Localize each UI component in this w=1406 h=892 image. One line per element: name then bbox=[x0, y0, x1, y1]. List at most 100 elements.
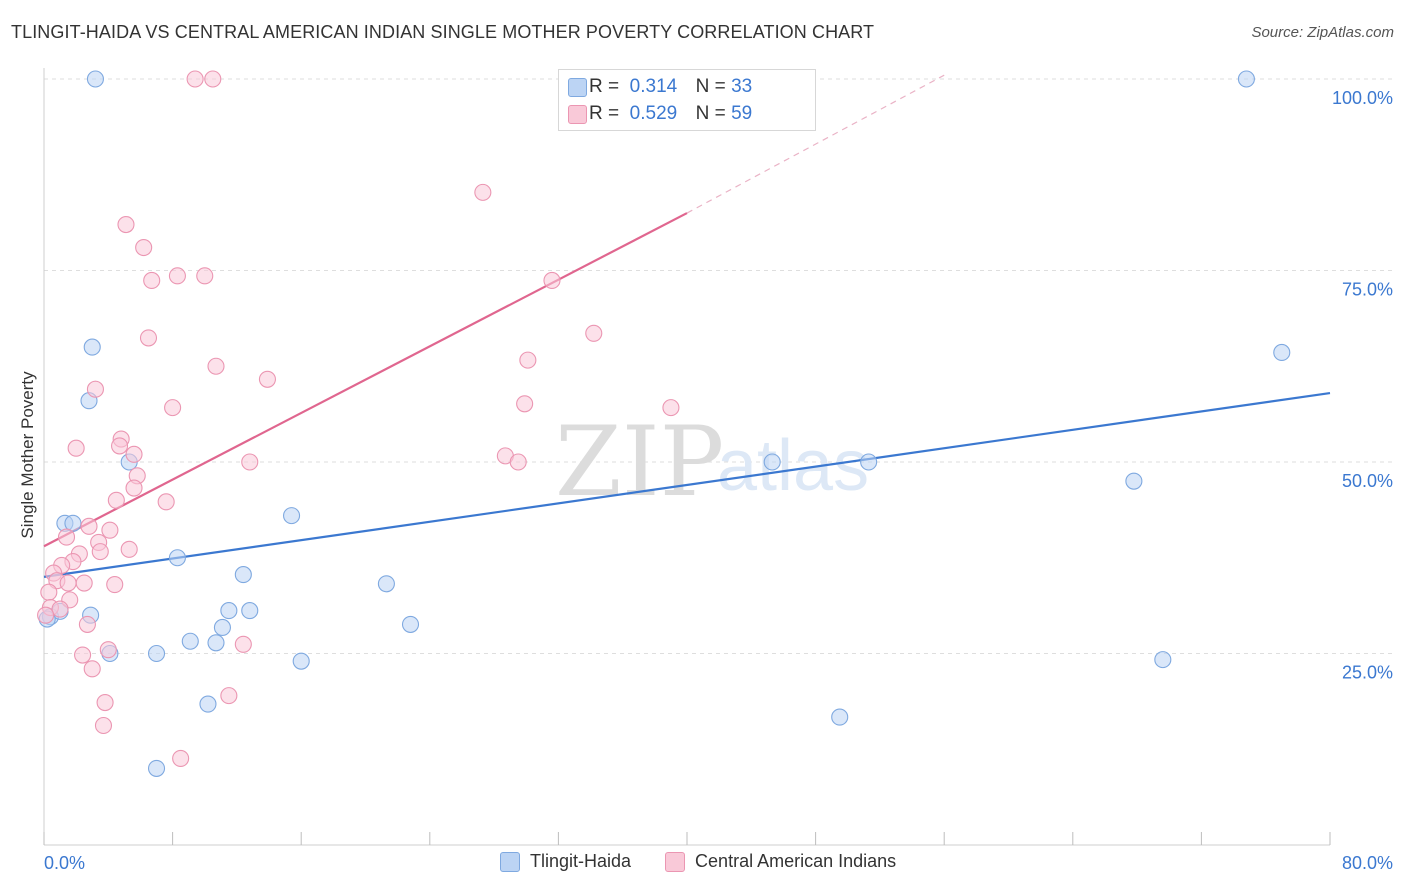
data-point bbox=[207, 634, 225, 652]
data-point bbox=[186, 70, 204, 88]
axes bbox=[43, 68, 1331, 846]
data-point bbox=[125, 479, 143, 497]
data-point bbox=[51, 600, 69, 618]
data-point bbox=[831, 708, 849, 726]
stats-row-central-american-indians: R = 0.529 N = 59 bbox=[568, 103, 753, 125]
data-point bbox=[241, 453, 259, 471]
data-point bbox=[83, 338, 101, 356]
data-point bbox=[117, 215, 135, 234]
tick-labels: 25.0% 50.0% 75.0% 100.0% 0.0% 80.0% bbox=[44, 88, 1393, 873]
data-point bbox=[157, 493, 175, 511]
r-value: 0.314 bbox=[629, 76, 678, 97]
data-point bbox=[204, 70, 222, 88]
data-point bbox=[78, 615, 96, 633]
data-point bbox=[106, 576, 124, 594]
data-point bbox=[120, 540, 138, 558]
data-point bbox=[519, 351, 537, 369]
data-point bbox=[283, 507, 301, 525]
stats-box: R = 0.314 N = 33 R = 0.529 N = 59 bbox=[558, 69, 816, 131]
n-value: 59 bbox=[731, 103, 753, 124]
stats-swatch-blue bbox=[568, 77, 587, 97]
data-point bbox=[199, 695, 217, 713]
data-point bbox=[213, 618, 231, 637]
data-point bbox=[662, 399, 680, 417]
data-point bbox=[99, 641, 117, 659]
data-point bbox=[91, 543, 109, 561]
legend-swatch-pink bbox=[665, 851, 686, 872]
data-point bbox=[107, 491, 125, 509]
data-point bbox=[101, 521, 119, 539]
data-point bbox=[543, 271, 561, 290]
x-tick-label: 0.0% bbox=[44, 853, 85, 873]
data-point bbox=[139, 329, 158, 347]
chart-title: TLINGIT-HAIDA VS CENTRAL AMERICAN INDIAN… bbox=[11, 22, 875, 42]
trend-extension bbox=[686, 74, 945, 214]
data-point bbox=[40, 583, 58, 601]
n-label: N = bbox=[695, 76, 726, 97]
y-tick-label: 75.0% bbox=[1342, 280, 1393, 300]
x-tick-label: 80.0% bbox=[1342, 853, 1393, 873]
watermark: ZIP atlas bbox=[555, 406, 869, 518]
data-point bbox=[135, 238, 153, 257]
data-point bbox=[1125, 472, 1143, 490]
stats-row-tlingit-haida: R = 0.314 N = 33 bbox=[568, 76, 753, 98]
data-point bbox=[763, 453, 781, 471]
data-point bbox=[75, 574, 93, 592]
data-point bbox=[168, 267, 186, 285]
data-point bbox=[516, 395, 534, 413]
data-point bbox=[147, 759, 166, 777]
n-value: 33 bbox=[731, 76, 753, 97]
data-point bbox=[401, 615, 420, 633]
watermark-atlas: atlas bbox=[717, 426, 869, 506]
data-point bbox=[94, 716, 113, 735]
data-point bbox=[164, 399, 182, 417]
data-point bbox=[147, 644, 166, 663]
data-point bbox=[474, 183, 492, 201]
data-point bbox=[125, 445, 143, 463]
trend-lines bbox=[43, 74, 1331, 578]
data-point bbox=[1237, 70, 1255, 88]
data-point bbox=[80, 517, 98, 535]
data-point bbox=[196, 267, 214, 285]
data-point bbox=[234, 566, 252, 584]
data-point bbox=[181, 632, 199, 650]
data-point bbox=[220, 602, 238, 620]
trend-line-tlingit-haida bbox=[43, 391, 1331, 578]
legend-swatch-blue bbox=[500, 851, 520, 872]
data-point bbox=[57, 528, 76, 546]
r-label: R = bbox=[589, 76, 620, 97]
y-tick-label: 100.0% bbox=[1332, 88, 1393, 108]
data-point bbox=[64, 514, 82, 532]
legend-item-tlingit-haida[interactable]: Tlingit-Haida bbox=[500, 851, 631, 872]
r-label: R = bbox=[589, 103, 620, 124]
legend-item-central-american-indians[interactable]: Central American Indians bbox=[665, 851, 896, 872]
data-point bbox=[241, 602, 259, 620]
data-point bbox=[111, 437, 129, 455]
data-point bbox=[86, 380, 104, 398]
data-point bbox=[234, 635, 252, 653]
legend-label: Central American Indians bbox=[695, 851, 897, 871]
data-point bbox=[1154, 651, 1172, 669]
data-point bbox=[172, 749, 190, 767]
data-point bbox=[37, 606, 55, 624]
y-tick-label: 50.0% bbox=[1342, 471, 1393, 491]
data-point bbox=[168, 549, 186, 567]
data-point bbox=[292, 652, 310, 670]
data-point bbox=[83, 660, 101, 678]
r-value: 0.529 bbox=[629, 103, 678, 124]
series-central-american-indians bbox=[37, 70, 680, 767]
data-point bbox=[86, 70, 104, 88]
data-point bbox=[67, 439, 85, 457]
source-credit: Source: ZipAtlas.com bbox=[1251, 24, 1394, 41]
legend: Tlingit-Haida Central American Indians bbox=[500, 851, 896, 872]
data-point bbox=[143, 271, 161, 290]
data-point bbox=[509, 453, 527, 471]
data-point bbox=[59, 574, 77, 592]
stats-swatch-pink bbox=[568, 104, 587, 124]
y-tick-label: 25.0% bbox=[1342, 663, 1393, 683]
legend-label: Tlingit-Haida bbox=[530, 851, 632, 871]
data-point bbox=[258, 370, 276, 388]
trend-line-central-american-indians bbox=[43, 212, 688, 548]
data-point bbox=[74, 646, 92, 664]
